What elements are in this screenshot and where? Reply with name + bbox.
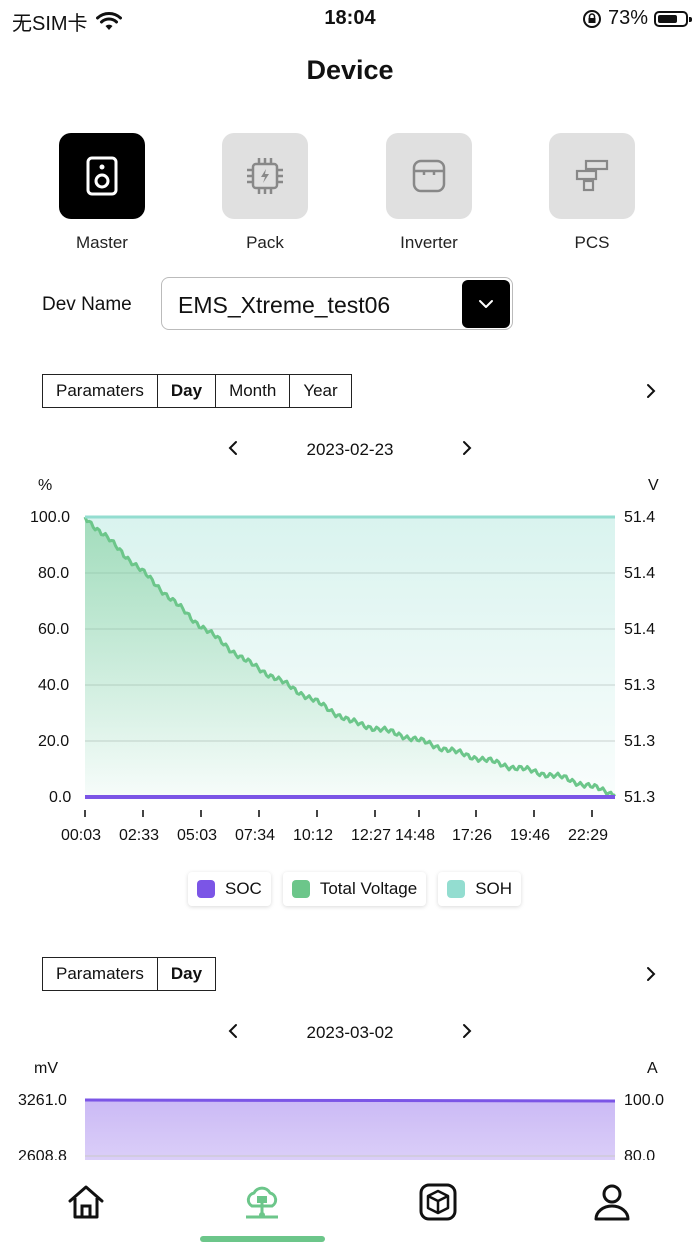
chevron-right-icon[interactable] <box>459 438 475 458</box>
legend-swatch <box>291 880 310 898</box>
y-tick-left: 60.0 <box>38 621 70 638</box>
series-line-total-voltage <box>83 516 617 798</box>
y-tick-left: 80.0 <box>38 565 70 582</box>
tab-month[interactable]: Month <box>216 375 291 407</box>
cube-icon[interactable] <box>418 1182 458 1222</box>
tab-year[interactable]: Year <box>303 381 338 400</box>
chip-icon <box>247 158 283 194</box>
device-type-inverter[interactable]: Inverter <box>386 133 472 253</box>
right-axis-unit: V <box>648 477 659 494</box>
chart2-date-nav: 2023-03-02 <box>0 1023 700 1043</box>
y-tick-right: 51.3 <box>624 733 656 750</box>
y-tick-left: 100.0 <box>30 509 71 526</box>
chart2-y-tick-left: 3261.0 <box>18 1092 67 1109</box>
status-bar: 无SIM卡 18:04 73% <box>0 0 700 36</box>
rotation-lock-icon <box>582 9 601 28</box>
battery-percent: 73% <box>607 7 648 29</box>
y-tick-right: 51.4 <box>624 621 656 638</box>
wifi-icon <box>95 11 122 30</box>
chevron-down-icon <box>479 300 493 308</box>
legend-swatch <box>197 880 215 898</box>
tab-day[interactable]: Day <box>158 375 217 407</box>
chart1-date: 2023-02-23 <box>306 440 394 459</box>
x-tick-label: 05:03 <box>177 827 218 844</box>
dropdown-button[interactable] <box>462 280 510 328</box>
bottom-nav <box>0 1160 700 1244</box>
chart2-right-unit: A <box>647 1060 658 1077</box>
chevron-right-icon[interactable] <box>642 382 660 400</box>
left-axis-unit: % <box>38 477 53 494</box>
device-tree-icon[interactable] <box>242 1182 282 1222</box>
chart2-date: 2023-03-02 <box>306 1023 394 1042</box>
total-voltage-area <box>85 517 615 797</box>
chart2-left-unit: mV <box>34 1060 58 1077</box>
tab-day[interactable]: Day <box>170 964 203 983</box>
legend-label: SOH <box>475 879 513 898</box>
device-type-label: Inverter <box>400 233 458 252</box>
x-tick-label: 00:03 <box>61 827 102 844</box>
tab-parameters[interactable]: Paramaters <box>43 958 158 990</box>
inverter-icon <box>412 159 446 193</box>
legend-label: SOC <box>225 879 262 898</box>
tab-parameters[interactable]: Paramaters <box>43 375 158 407</box>
chevron-left-icon[interactable] <box>225 438 241 458</box>
x-tick-label: 02:33 <box>119 827 160 844</box>
x-tick-label: 07:34 <box>235 827 276 844</box>
x-tick-label: 12:27 <box>351 827 392 844</box>
y-tick-right: 51.3 <box>624 789 656 806</box>
chart1-plot <box>83 515 617 817</box>
device-type-master[interactable]: Master <box>59 133 145 253</box>
legend-swatch <box>447 880 466 898</box>
device-type-label: PCS <box>574 233 610 252</box>
y-tick-right: 51.3 <box>624 677 656 694</box>
y-tick-right: 51.4 <box>624 509 656 526</box>
clock: 18:04 <box>324 7 376 29</box>
person-icon[interactable] <box>592 1182 632 1222</box>
carrier-label: 无SIM卡 <box>12 13 88 35</box>
pcs-icon <box>575 159 609 192</box>
battery-icon <box>654 10 692 27</box>
chart1-date-nav: 2023-02-23 <box>0 440 700 460</box>
chart2-plot <box>85 1098 615 1160</box>
legend-label: Total Voltage <box>319 879 418 898</box>
x-tick-label: 17:26 <box>452 827 493 844</box>
dev-name-select[interactable]: EMS_Xtreme_test06 <box>161 277 513 330</box>
dev-name-label: Dev Name <box>42 294 132 315</box>
dev-name-value: EMS_Xtreme_test06 <box>178 292 391 318</box>
home-icon[interactable] <box>66 1182 106 1222</box>
legend-item-total-voltage[interactable]: Total Voltage <box>282 872 427 906</box>
y-tick-left: 0.0 <box>49 789 72 806</box>
y-tick-right: 51.4 <box>624 565 656 582</box>
legend-item-soh[interactable]: SOH <box>438 872 522 906</box>
chart1-legend: SOC Total Voltage SOH <box>188 872 522 906</box>
x-tick-label: 22:29 <box>568 827 609 844</box>
device-type-pack[interactable]: Pack <box>222 133 308 253</box>
active-tab-indicator <box>200 1236 325 1242</box>
device-type-label: Master <box>76 233 128 252</box>
chart1-tabs: Paramaters Day Month Year <box>42 374 352 408</box>
device-type-pcs[interactable]: PCS <box>549 133 635 253</box>
chevron-right-icon[interactable] <box>642 965 660 983</box>
x-tick-label: 14:48 <box>395 827 436 844</box>
chevron-left-icon[interactable] <box>225 1021 241 1041</box>
device-type-label: Pack <box>246 233 284 252</box>
chevron-right-icon[interactable] <box>459 1021 475 1041</box>
legend-item-soc[interactable]: SOC <box>188 872 271 906</box>
page-title: Device <box>306 55 394 85</box>
x-tick-label: 10:12 <box>293 827 334 844</box>
chart2-tabs: Paramaters Day <box>42 957 217 991</box>
x-tick-label: 19:46 <box>510 827 551 844</box>
y-tick-left: 20.0 <box>38 733 70 750</box>
chart2-y-tick-right: 100.0 <box>624 1092 665 1109</box>
y-tick-left: 40.0 <box>38 677 70 694</box>
speaker-icon <box>86 156 118 196</box>
